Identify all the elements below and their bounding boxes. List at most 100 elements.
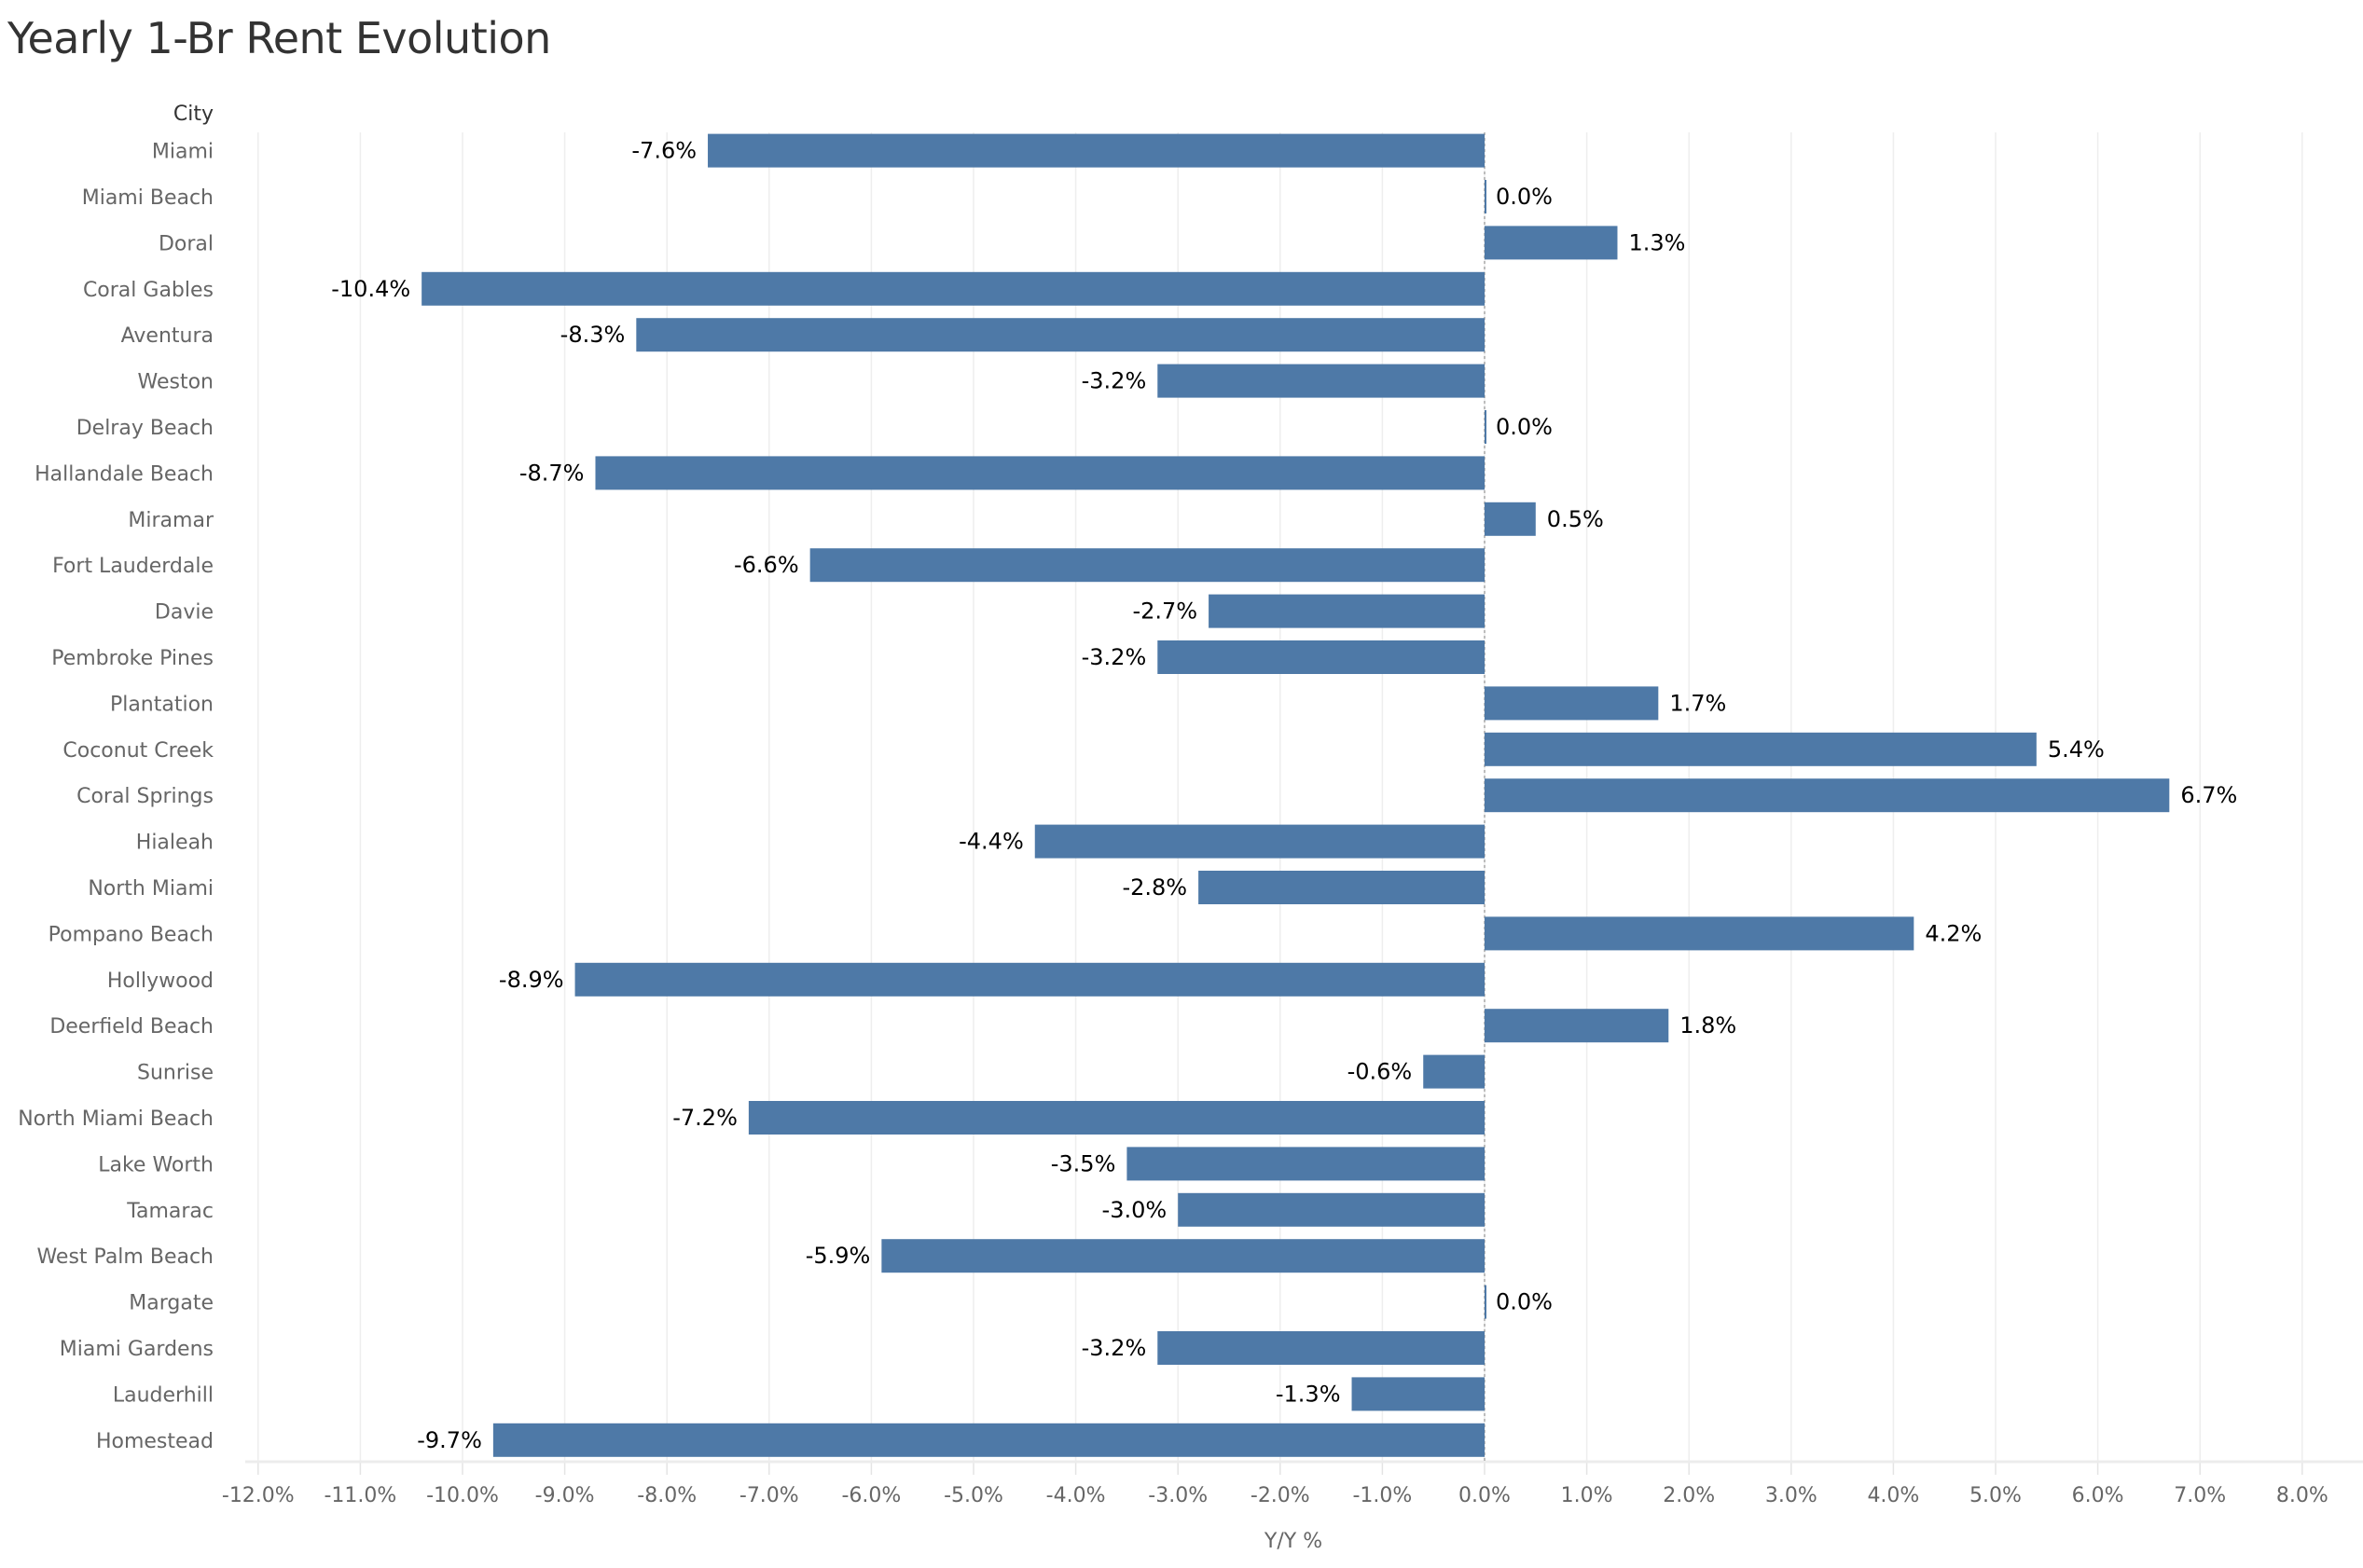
x-tick-label: -11.0% [324,1484,396,1507]
bar [1485,1009,1669,1043]
data-label: 0.0% [1496,1289,1553,1315]
data-label: -3.5% [1051,1150,1116,1176]
bar [1485,410,1486,444]
category-label: Miami Gardens [60,1338,214,1361]
data-label: -7.2% [672,1105,738,1131]
category-label: Coral Springs [76,785,214,808]
category-label: Miramar [128,509,214,532]
x-tick-label: 8.0% [2276,1484,2328,1507]
x-tick-label: 2.0% [1663,1484,1715,1507]
category-label: Miami Beach [82,186,214,210]
data-label: -8.3% [560,322,626,348]
data-label: -4.4% [959,829,1024,855]
data-label: 0.0% [1496,414,1553,440]
data-label: -5.9% [806,1243,871,1269]
data-label: -10.4% [331,276,410,302]
chart-title: Yearly 1-Br Rent Evolution [7,13,551,63]
x-tick-label: -6.0% [841,1484,901,1507]
data-label: 6.7% [2180,782,2237,808]
bar [1157,640,1485,674]
x-tick-label: 6.0% [2072,1484,2124,1507]
data-label: 1.8% [1679,1012,1736,1038]
category-label: Coral Gables [83,279,214,302]
data-label: -1.3% [1276,1381,1341,1407]
x-tick-label: -7.0% [739,1484,799,1507]
bar [421,271,1485,306]
category-label: Deerfield Beach [49,1015,214,1038]
bar [1485,778,2170,813]
category-label: Sunrise [137,1062,214,1085]
x-tick-label: -2.0% [1251,1484,1310,1507]
data-label: -3.2% [1082,1335,1147,1361]
data-label: -6.6% [734,552,799,578]
x-tick-label: -4.0% [1046,1484,1106,1507]
category-label: Weston [138,371,214,394]
bar [708,133,1485,168]
data-label: -9.7% [417,1427,482,1453]
data-label: -7.6% [631,138,697,164]
x-tick-label: -12.0% [222,1484,295,1507]
x-tick-label: -9.0% [535,1484,595,1507]
data-label: 1.3% [1628,229,1685,255]
category-label: Homestead [96,1430,214,1453]
bar [1126,1147,1485,1181]
x-tick-label: 4.0% [1867,1484,1919,1507]
data-label: -2.7% [1132,598,1197,625]
x-tick-label: 3.0% [1765,1484,1817,1507]
bar [492,1423,1485,1457]
x-tick-label: 7.0% [2174,1484,2226,1507]
category-label: Davie [155,601,214,625]
x-tick-label: -1.0% [1352,1484,1412,1507]
data-label: -8.7% [519,460,585,486]
bar [1485,686,1659,721]
data-label: -8.9% [499,967,564,993]
category-label: North Miami Beach [18,1107,214,1131]
bar [1034,824,1485,859]
x-tick-label: -3.0% [1148,1484,1208,1507]
category-label: Delray Beach [76,417,214,440]
data-label: -3.2% [1082,368,1147,394]
category-label: Fort Lauderdale [52,555,214,578]
bar [1157,364,1485,398]
bar [595,456,1485,490]
category-label: Miami [152,141,214,164]
bar [1485,180,1486,213]
category-label: North Miami [88,877,214,901]
bar [748,1101,1485,1135]
data-label: 0.5% [1547,506,1604,532]
bar [1485,1285,1486,1319]
data-label: -3.2% [1082,644,1147,670]
x-tick-label: 0.0% [1458,1484,1511,1507]
category-label: Pompano Beach [48,923,214,946]
x-tick-label: -10.0% [426,1484,499,1507]
x-tick-label: 1.0% [1561,1484,1613,1507]
category-label: Hallandale Beach [35,462,214,486]
bar [1178,1192,1485,1227]
category-label: Margate [129,1292,214,1315]
bar [1485,732,2037,766]
data-label: 5.4% [2048,736,2105,763]
data-label: -3.0% [1102,1197,1168,1223]
bar [1198,871,1485,904]
bar [636,318,1485,352]
bar [1157,1331,1485,1365]
bar [881,1239,1485,1273]
category-label: Plantation [110,693,214,716]
bar [1485,226,1618,260]
x-tick-label: -8.0% [637,1484,697,1507]
data-label: 0.0% [1496,184,1553,210]
category-label: Coconut Creek [62,739,214,763]
category-label: Aventura [121,324,214,348]
category-label: Hialeah [136,832,214,855]
category-label: Lake Worth [98,1153,214,1176]
x-tick-label: -5.0% [944,1484,1003,1507]
category-label: West Palm Beach [36,1245,214,1269]
category-label: Hollywood [107,970,214,993]
bar [1485,502,1536,536]
category-label: Tamarac [126,1200,214,1223]
bar [574,962,1485,997]
category-label: Doral [159,232,214,255]
data-label: 4.2% [1925,920,1982,946]
x-axis-title: Y/Y % [1264,1530,1322,1553]
